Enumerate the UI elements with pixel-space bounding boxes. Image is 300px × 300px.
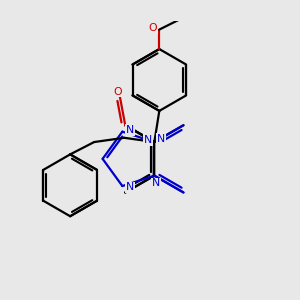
Text: N: N [126,125,134,135]
Text: N: N [126,182,134,193]
Text: N: N [152,178,160,188]
Text: O: O [148,23,157,33]
Text: O: O [114,87,122,97]
Text: N: N [144,135,152,145]
Text: N: N [157,134,166,144]
